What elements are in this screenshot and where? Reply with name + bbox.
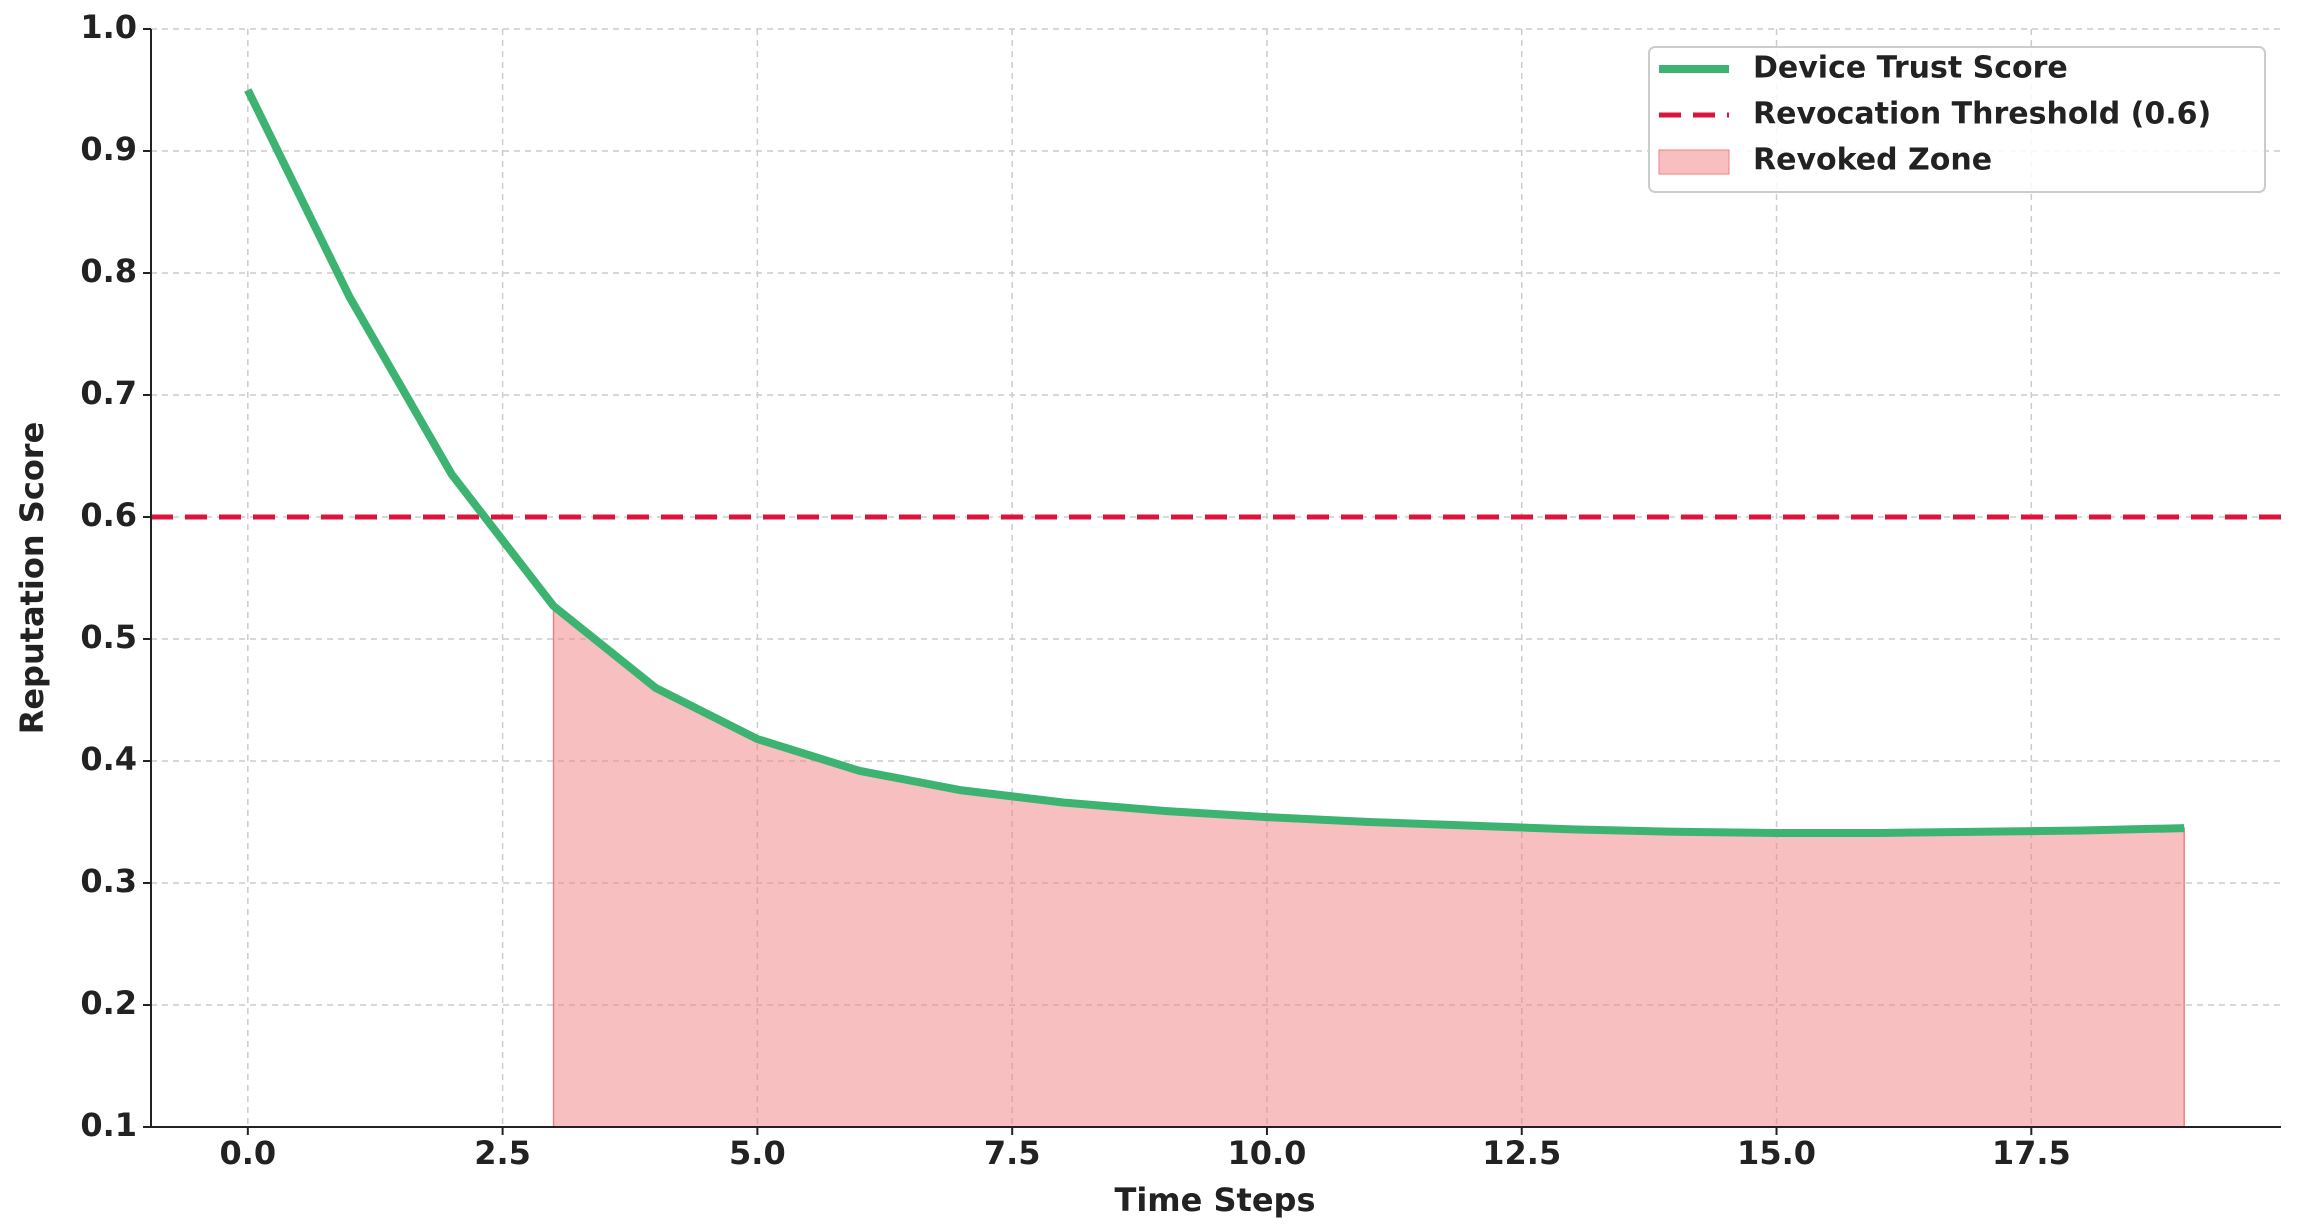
y-tick-label: 0.6: [80, 496, 137, 534]
x-tick-label: 15.0: [1737, 1134, 1816, 1172]
legend-box: [1648, 46, 2266, 193]
y-tick-label: 0.3: [80, 862, 137, 900]
y-axis-label: Reputation Score: [13, 422, 51, 735]
x-axis-label: Time Steps: [1115, 1181, 1316, 1219]
x-tick-label: 7.5: [984, 1134, 1041, 1172]
x-tick-label: 5.0: [729, 1134, 786, 1172]
x-tick-label: 0.0: [219, 1134, 276, 1172]
x-tick-label: 12.5: [1482, 1134, 1561, 1172]
y-tick-label: 0.1: [80, 1106, 137, 1144]
y-tick-label: 0.9: [80, 130, 137, 168]
y-tick-label: 0.5: [80, 618, 137, 656]
legend-swatch: [1658, 149, 1730, 175]
legend-label: Device Trust Score: [1753, 51, 2068, 86]
y-tick-label: 0.7: [80, 374, 137, 412]
y-tick-label: 0.8: [80, 252, 137, 290]
x-tick-label: 17.5: [1992, 1134, 2071, 1172]
legend-label: Revoked Zone: [1753, 143, 1992, 178]
y-tick-label: 1.0: [80, 8, 137, 46]
x-tick-label: 2.5: [474, 1134, 531, 1172]
legend-label: Revocation Threshold (0.6): [1753, 97, 2211, 132]
revoked-zone: [552, 604, 2185, 1128]
y-tick-label: 0.4: [80, 740, 137, 778]
series-line: [244, 88, 2185, 837]
x-tick-label: 10.0: [1227, 1134, 1306, 1172]
y-tick-label: 0.2: [80, 984, 137, 1022]
